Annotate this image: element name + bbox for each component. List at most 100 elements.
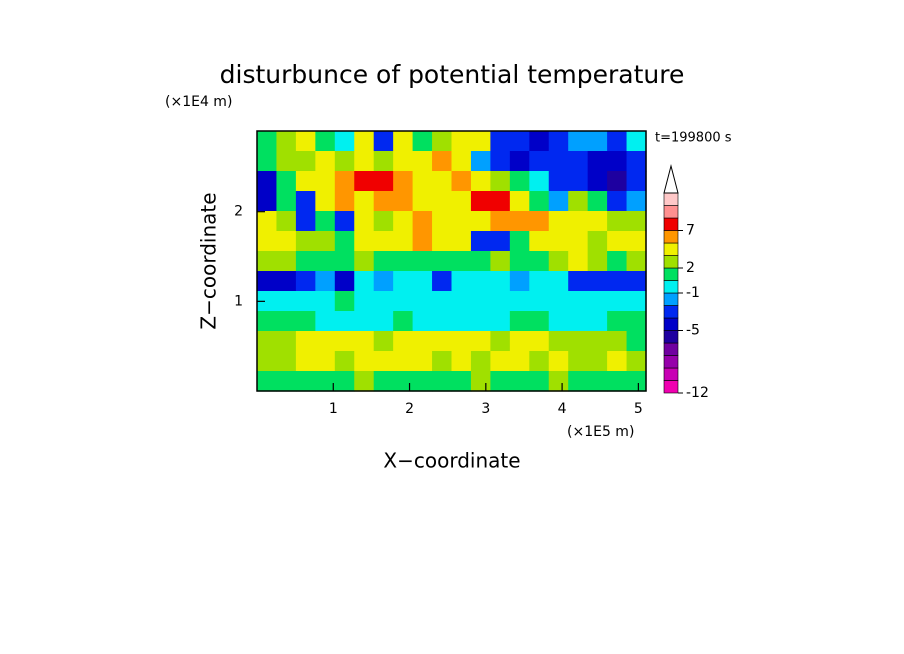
- field-cell: [490, 291, 511, 312]
- field-cell: [626, 371, 647, 392]
- field-cell: [432, 251, 453, 272]
- field-cell: [587, 151, 608, 172]
- field-cell: [334, 211, 355, 232]
- field-cell: [393, 131, 414, 152]
- field-cell: [373, 271, 394, 292]
- field-cell: [354, 171, 375, 192]
- field-cell: [529, 171, 550, 192]
- field-cell: [451, 251, 472, 272]
- colorbar-box: [663, 292, 679, 306]
- field-cell: [334, 131, 355, 152]
- field-cell: [334, 231, 355, 252]
- field-cell: [607, 291, 628, 312]
- colorbar-box: [663, 305, 679, 319]
- field-cell: [548, 271, 569, 292]
- x-axis-title: X−coordinate: [383, 449, 520, 473]
- field-cell: [607, 331, 628, 352]
- field-cell: [412, 131, 433, 152]
- field-cell: [432, 271, 453, 292]
- field-cell: [354, 211, 375, 232]
- field-cell: [295, 251, 316, 272]
- field-cell: [432, 131, 453, 152]
- field-cell: [257, 271, 278, 292]
- field-cell: [295, 171, 316, 192]
- field-cell: [470, 131, 491, 152]
- field-cell: [393, 311, 414, 332]
- field-cell: [626, 331, 647, 352]
- field-cell: [451, 291, 472, 312]
- field-cell: [354, 351, 375, 372]
- field-cell: [587, 251, 608, 272]
- field-cell: [587, 231, 608, 252]
- field-cell: [509, 151, 530, 172]
- chart-title: disturbunce of potential temperature: [220, 60, 685, 89]
- field-cell: [276, 191, 297, 212]
- field-cell: [295, 291, 316, 312]
- field-cell: [412, 351, 433, 372]
- field-cell: [490, 331, 511, 352]
- field-cell: [257, 191, 278, 212]
- field-cell: [587, 171, 608, 192]
- field-cell: [490, 171, 511, 192]
- field-cell: [373, 251, 394, 272]
- field-cell: [412, 171, 433, 192]
- x-tick-label: 5: [634, 401, 643, 417]
- colorbar-box: [663, 342, 679, 356]
- field-cell: [257, 331, 278, 352]
- field-cell: [354, 191, 375, 212]
- field-cell: [412, 231, 433, 252]
- field-cell: [315, 291, 336, 312]
- field-cell: [548, 211, 569, 232]
- field-cell: [509, 131, 530, 152]
- field-cell: [276, 311, 297, 332]
- field-cell: [451, 351, 472, 372]
- field-cell: [315, 151, 336, 172]
- field-cell: [276, 291, 297, 312]
- field-cell: [529, 331, 550, 352]
- field-cell: [373, 311, 394, 332]
- field-cell: [548, 231, 569, 252]
- field-cell: [626, 131, 647, 152]
- field-cell: [354, 231, 375, 252]
- field-cell: [315, 131, 336, 152]
- field-cell: [470, 291, 491, 312]
- colorbar-box: [663, 230, 679, 244]
- field-cell: [568, 351, 589, 372]
- field-cell: [490, 211, 511, 232]
- field-cell: [529, 191, 550, 212]
- field-cell: [548, 251, 569, 272]
- colorbar-box: [663, 355, 679, 369]
- field-cell: [451, 151, 472, 172]
- field-cell: [587, 311, 608, 332]
- x-tick-label: 1: [329, 401, 338, 417]
- field-cell: [509, 191, 530, 212]
- field-cell: [470, 271, 491, 292]
- field-cell: [412, 311, 433, 332]
- field-cell: [548, 311, 569, 332]
- field-cell: [529, 251, 550, 272]
- field-cell: [529, 271, 550, 292]
- field-cell: [470, 351, 491, 372]
- colorbar-box: [663, 255, 679, 269]
- field-cell: [315, 311, 336, 332]
- colorbar-tick-label: -5: [686, 323, 700, 339]
- colorbar-box: [663, 317, 679, 331]
- colorbar-box: [663, 380, 679, 394]
- field-cell: [257, 211, 278, 232]
- field-cell: [315, 351, 336, 372]
- field-cell: [432, 171, 453, 192]
- y-axis-title: Z−coordinate: [197, 192, 221, 329]
- field-cell: [295, 151, 316, 172]
- field-cell: [490, 231, 511, 252]
- field-cell: [412, 331, 433, 352]
- field-cell: [568, 131, 589, 152]
- field-cell: [587, 211, 608, 232]
- field-cell: [490, 271, 511, 292]
- field-cell: [373, 211, 394, 232]
- field-cell: [451, 211, 472, 232]
- field-cell: [412, 191, 433, 212]
- field-cell: [432, 371, 453, 392]
- field-cell: [295, 191, 316, 212]
- field-cell: [529, 231, 550, 252]
- field-cell: [393, 211, 414, 232]
